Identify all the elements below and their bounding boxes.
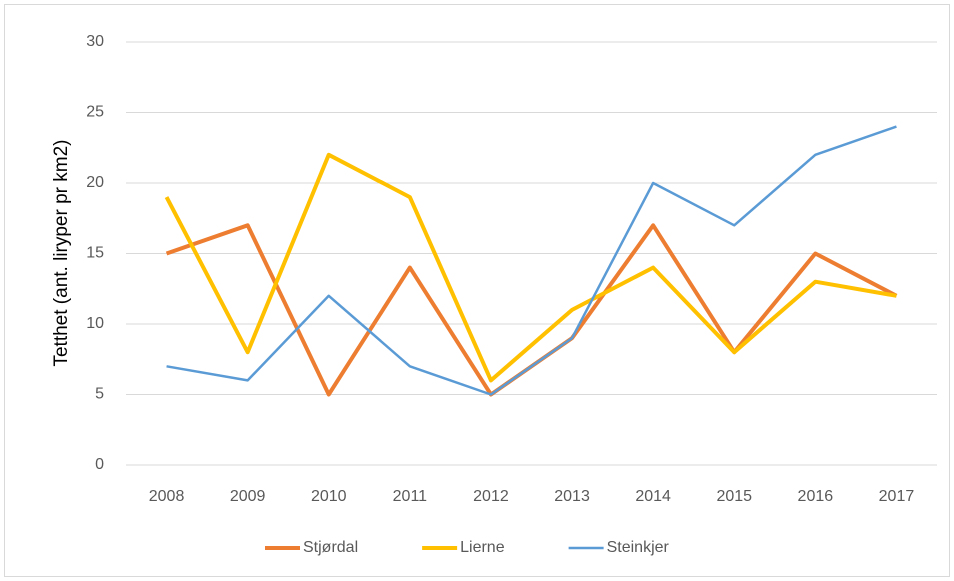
y-tick-label: 20 bbox=[86, 174, 104, 191]
x-tick-label: 2017 bbox=[879, 488, 915, 505]
x-tick-label: 2008 bbox=[149, 488, 185, 505]
legend-label: Stjørdal bbox=[303, 539, 358, 556]
y-tick-label: 15 bbox=[86, 245, 104, 262]
x-tick-label: 2010 bbox=[311, 488, 347, 505]
x-tick-label: 2014 bbox=[635, 488, 671, 505]
x-tick-label: 2016 bbox=[798, 488, 834, 505]
x-tick-label: 2012 bbox=[473, 488, 509, 505]
x-tick-label: 2011 bbox=[393, 488, 428, 505]
y-tick-label: 25 bbox=[86, 104, 104, 121]
chart-border bbox=[4, 4, 950, 577]
y-tick-label: 5 bbox=[95, 386, 104, 403]
y-tick-label: 10 bbox=[86, 315, 104, 332]
y-axis-title: Tetthet (ant. liryper pr km2) bbox=[51, 139, 72, 366]
y-tick-label: 30 bbox=[86, 33, 104, 50]
x-tick-label: 2015 bbox=[716, 488, 752, 505]
y-tick-label: 0 bbox=[95, 456, 104, 473]
legend-label: Lierne bbox=[460, 539, 505, 556]
legend-label: Steinkjer bbox=[607, 539, 670, 556]
x-tick-label: 2009 bbox=[230, 488, 266, 505]
series-line bbox=[164, 152, 897, 383]
x-tick-label: 2013 bbox=[554, 488, 590, 505]
series-line bbox=[166, 125, 897, 396]
